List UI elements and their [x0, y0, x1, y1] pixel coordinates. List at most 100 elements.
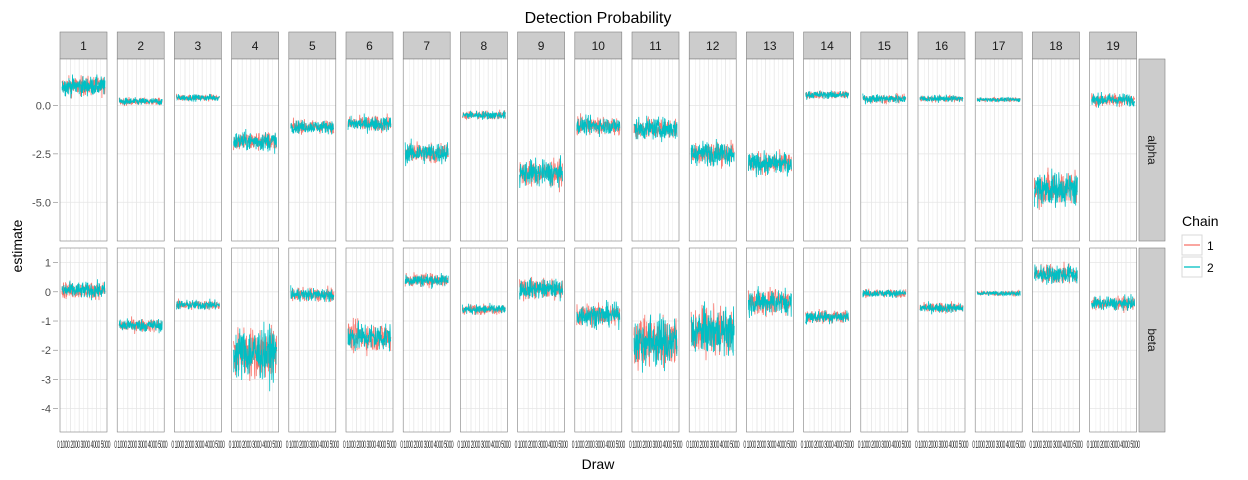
panel-border — [688, 58, 737, 242]
facet-strip-label-15: 15 — [878, 39, 892, 53]
x-tick-labels-17: 0 1000 2000 3000 4000 5000 — [972, 439, 1025, 451]
trace-beta-11-chain-2 — [633, 313, 678, 373]
panel-alpha-10 — [574, 58, 623, 242]
x-tick-labels-4: 0 1000 2000 3000 4000 5000 — [229, 439, 282, 451]
facet-strip-label-7: 7 — [423, 39, 430, 53]
panel-border — [631, 58, 680, 242]
facet-strip-label-17: 17 — [992, 39, 1006, 53]
panel-border — [517, 58, 565, 242]
trace-beta-14-chain-2 — [805, 309, 849, 325]
panel-border — [517, 247, 565, 433]
facet-strip-16 — [917, 31, 966, 60]
panel-border — [917, 247, 966, 433]
panel-beta-8 — [460, 247, 508, 433]
panel-alpha-13 — [746, 58, 794, 242]
panel-border — [460, 58, 508, 242]
panel-beta-7 — [402, 247, 451, 433]
y-axis-label: estimate — [9, 219, 25, 272]
panel-border — [803, 247, 851, 433]
panel-border — [174, 58, 222, 242]
panel-border — [59, 247, 108, 433]
facet-strip-beta — [1138, 247, 1166, 433]
panel-border — [116, 58, 165, 242]
panel-beta-6 — [345, 247, 394, 433]
panel-alpha-18 — [1032, 58, 1080, 242]
trace-alpha-10-chain-2 — [576, 114, 621, 138]
x-tick-labels-1: 0 1000 2000 3000 4000 5000 — [57, 439, 110, 451]
panel-beta-13 — [746, 247, 794, 433]
trace-beta-5-chain-2 — [290, 285, 335, 303]
panel-border — [574, 247, 623, 433]
x-tick-labels-19: 0 1000 2000 3000 4000 5000 — [1087, 439, 1140, 451]
trace-beta-16-chain-2 — [919, 301, 964, 315]
panel-beta-1 — [59, 247, 108, 433]
facet-strip-14 — [803, 31, 851, 60]
panel-border — [116, 247, 165, 433]
trace-beta-3-chain-2 — [176, 298, 220, 311]
panel-beta-17 — [974, 247, 1023, 433]
facet-strip-label-11: 11 — [649, 39, 662, 53]
panel-alpha-8 — [460, 58, 508, 242]
panel-beta-11 — [631, 247, 680, 433]
panel-alpha-5 — [288, 58, 337, 242]
facet-strip-label-alpha: alpha — [1145, 135, 1159, 165]
panel-border — [345, 58, 394, 242]
trace-beta-9-chain-2 — [519, 277, 563, 302]
facet-strip-1 — [59, 31, 108, 60]
panel-beta-9 — [517, 247, 565, 433]
panel-border — [231, 58, 279, 242]
panel-border — [917, 58, 966, 242]
panel-border — [345, 247, 394, 433]
trace-alpha-17-chain-2 — [976, 96, 1021, 103]
y-tick-label-alpha: 0.0 — [36, 100, 51, 112]
panel-border — [59, 58, 108, 242]
panel-border — [631, 247, 680, 433]
x-tick-labels-10: 0 1000 2000 3000 4000 5000 — [572, 439, 625, 451]
panel-alpha-19 — [1089, 58, 1137, 242]
trace-alpha-14-chain-2 — [805, 90, 849, 100]
chart-title: Detection Probability — [525, 10, 672, 27]
facet-strip-label-5: 5 — [309, 39, 316, 53]
panel-beta-14 — [803, 247, 851, 433]
legend: Chain 1 2 — [1181, 213, 1219, 278]
facet-strip-label-19: 19 — [1106, 39, 1120, 53]
facet-strip-4 — [231, 31, 279, 60]
panel-alpha-4 — [231, 58, 279, 242]
y-tick-label-alpha: -5.0 — [32, 197, 51, 209]
facet-strip-label-2: 2 — [137, 39, 144, 53]
facet-strip-label-6: 6 — [366, 39, 373, 53]
panel-border — [574, 58, 623, 242]
panel-border — [1032, 58, 1080, 242]
panel-border — [974, 247, 1023, 433]
y-tick-label-alpha: -2.5 — [32, 149, 51, 161]
panel-border — [974, 58, 1023, 242]
trace-beta-12-chain-2 — [690, 301, 735, 357]
trace-alpha-19-chain-2 — [1091, 91, 1135, 108]
facet-panels: 1 0 1000 2000 3000 4000 5000 2 0 1000 2000 … — [32, 31, 1166, 451]
panel-border — [860, 247, 909, 433]
trace-alpha-9-chain-2 — [519, 155, 563, 189]
trace-alpha-5-chain-2 — [290, 120, 335, 135]
panel-border — [1032, 247, 1080, 433]
trace-alpha-12-chain-2 — [690, 138, 735, 167]
panel-border — [288, 247, 337, 433]
trace-beta-8-chain-2 — [462, 302, 506, 315]
panel-alpha-15 — [860, 58, 909, 242]
trace-alpha-4-chain-2 — [233, 128, 277, 154]
panel-border — [860, 58, 909, 242]
panel-alpha-11 — [631, 58, 680, 242]
panel-beta-4 — [231, 247, 279, 433]
legend-title: Chain — [1182, 213, 1219, 229]
trace-beta-17-chain-2 — [976, 290, 1021, 297]
facet-strip-6 — [345, 31, 394, 60]
trace-beta-19-chain-2 — [1091, 294, 1135, 311]
panel-beta-2 — [116, 247, 165, 433]
y-tick-label-beta: -2 — [41, 345, 51, 357]
facet-strip-label-13: 13 — [763, 39, 777, 53]
panel-alpha-1 — [59, 58, 108, 242]
trace-beta-1-chain-2 — [61, 279, 106, 301]
trace-alpha-18-chain-2 — [1034, 168, 1078, 209]
panel-border — [746, 247, 794, 433]
trace-alpha-7-chain-2 — [404, 138, 449, 167]
panel-border — [402, 247, 451, 433]
